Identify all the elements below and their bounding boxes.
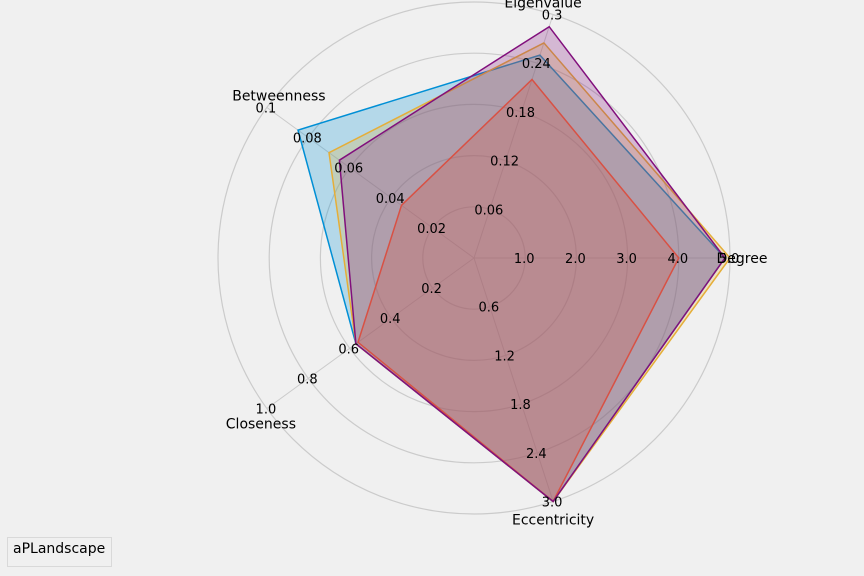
- tick-label: 0.06: [334, 162, 363, 177]
- tick-label: 0.24: [522, 57, 551, 72]
- tick-label: 1.2: [494, 349, 515, 364]
- tick-label: 4.0: [667, 252, 688, 267]
- axis-label: Degree: [717, 251, 768, 267]
- legend: aPLandscape: [7, 537, 113, 567]
- legend-entry: aPLandscape: [13, 541, 106, 557]
- axis-spoke: [266, 257, 475, 409]
- tick-label: 0.2: [421, 282, 442, 297]
- radar-series: [297, 25, 731, 503]
- axis-label: Eigenvalue: [504, 0, 581, 12]
- tick-label: 2.0: [565, 252, 586, 267]
- tick-label: 0.18: [506, 106, 535, 121]
- tick-label: 5.0: [719, 252, 740, 267]
- tick-label: 0.06: [474, 203, 503, 218]
- series-polygon-1: [357, 78, 680, 503]
- tick-label: 0.4: [380, 312, 401, 327]
- tick-label: 0.08: [293, 132, 322, 147]
- tick-label: 0.04: [376, 192, 405, 207]
- tick-label: 0.02: [417, 222, 446, 237]
- tick-label: 0.6: [338, 342, 359, 357]
- tick-label: 1.0: [514, 252, 535, 267]
- tick-label: 0.8: [297, 372, 318, 387]
- tick-label: 2.4: [526, 447, 547, 462]
- series-polygon-3: [338, 25, 726, 503]
- tick-label: 0.1: [256, 102, 277, 117]
- tick-label: 0.3: [542, 9, 563, 24]
- axis-label: Betweenness: [232, 89, 325, 105]
- tick-label: 1.8: [510, 398, 531, 413]
- radar-labels: 1.0 2.0 3.0 4.0 5.0 0.06 0.12 0.18 0.24 0.3 0.02 0.…: [226, 0, 768, 529]
- tick-label: 3.0: [616, 252, 637, 267]
- tick-label: 3.0: [542, 496, 563, 511]
- tick-label: 0.6: [478, 301, 499, 316]
- tick-label: 0.12: [490, 155, 519, 170]
- tick-label: 1.0: [256, 403, 277, 418]
- axis-spoke: [266, 107, 475, 259]
- axis-label: Closeness: [226, 417, 296, 433]
- axis-spoke: [473, 257, 554, 502]
- axis-label: Eccentricity: [512, 513, 594, 529]
